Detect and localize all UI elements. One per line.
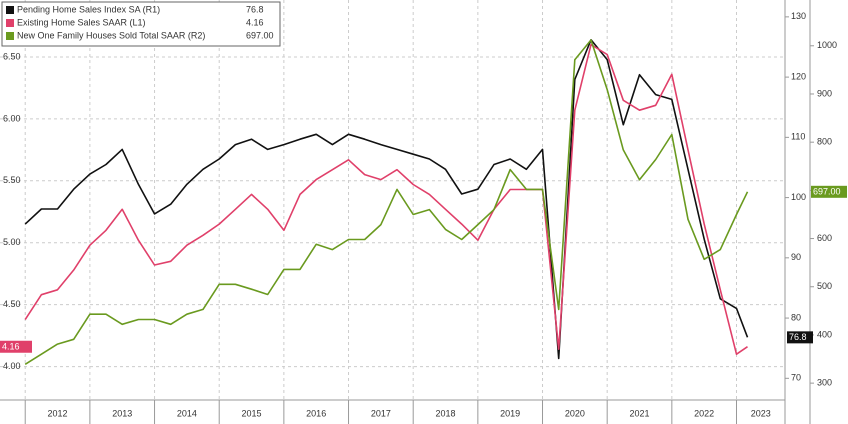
y3-tick-label: 1000 — [817, 40, 837, 50]
y2-tick-label: 130 — [791, 11, 806, 21]
legend-label: New One Family Houses Sold Total SAAR (R… — [17, 30, 205, 40]
legend-swatch — [6, 32, 14, 40]
legend-label: Existing Home Sales SAAR (L1) — [17, 17, 146, 27]
x-tick-label: 2017 — [371, 408, 391, 418]
x-tick-label: 2015 — [242, 408, 262, 418]
x-tick-label: 2013 — [112, 408, 132, 418]
end-value-label: 76.8 — [789, 332, 807, 342]
legend-label: Pending Home Sales Index SA (R1) — [17, 4, 160, 14]
y-tick-label: 4.00 — [3, 361, 21, 371]
x-tick-label: 2019 — [500, 408, 520, 418]
legend-swatch — [6, 19, 14, 27]
y-tick-label: 6.50 — [3, 51, 21, 61]
end-value-box — [787, 331, 813, 344]
y-tick-label: 5.50 — [3, 175, 21, 185]
y2-tick-label: 70 — [791, 373, 801, 383]
y3-tick-label: 800 — [817, 137, 832, 147]
x-tick-label: 2012 — [48, 408, 68, 418]
y2-tick-label: 120 — [791, 71, 806, 81]
y2-tick-label: 80 — [791, 312, 801, 322]
y-tick-label: 4.50 — [3, 299, 21, 309]
x-tick-label: 2016 — [306, 408, 326, 418]
y-tick-label: 6.00 — [3, 113, 21, 123]
legend-value: 76.8 — [246, 4, 264, 14]
x-tick-label: 2020 — [565, 408, 585, 418]
end-value-label: 4.16 — [2, 342, 20, 352]
series-line — [24, 39, 749, 365]
x-tick-label: 2021 — [629, 408, 649, 418]
y3-tick-label: 300 — [817, 378, 832, 388]
y3-tick-label: 400 — [817, 329, 832, 339]
legend-box — [1, 1, 281, 47]
x-tick-label: 2018 — [436, 408, 456, 418]
legend-value: 697.00 — [246, 30, 274, 40]
end-value-label: 697.00 — [813, 187, 841, 197]
y2-tick-label: 90 — [791, 252, 801, 262]
y2-tick-label: 100 — [791, 192, 806, 202]
x-tick-label: 2023 — [751, 408, 771, 418]
series-line — [24, 39, 749, 360]
y-tick-label: 5.00 — [3, 237, 21, 247]
x-tick-label: 2022 — [694, 408, 714, 418]
series-line — [24, 43, 748, 355]
y2-tick-label: 110 — [791, 132, 805, 142]
legend-value: 4.16 — [246, 17, 264, 27]
y3-tick-label: 600 — [817, 233, 832, 243]
end-value-box — [811, 185, 847, 198]
end-value-box — [0, 340, 32, 353]
y3-tick-label: 500 — [817, 281, 832, 291]
legend-swatch — [6, 6, 14, 14]
x-tick-label: 2014 — [177, 408, 197, 418]
y3-tick-label: 900 — [817, 88, 832, 98]
